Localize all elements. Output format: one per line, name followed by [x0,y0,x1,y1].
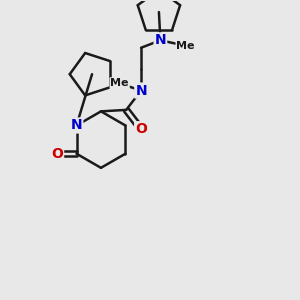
Text: O: O [135,122,147,136]
Text: Me: Me [176,41,195,51]
Text: N: N [71,118,82,133]
Text: Me: Me [110,78,129,88]
Text: N: N [154,33,166,47]
Text: N: N [135,84,147,98]
Text: O: O [51,147,63,161]
